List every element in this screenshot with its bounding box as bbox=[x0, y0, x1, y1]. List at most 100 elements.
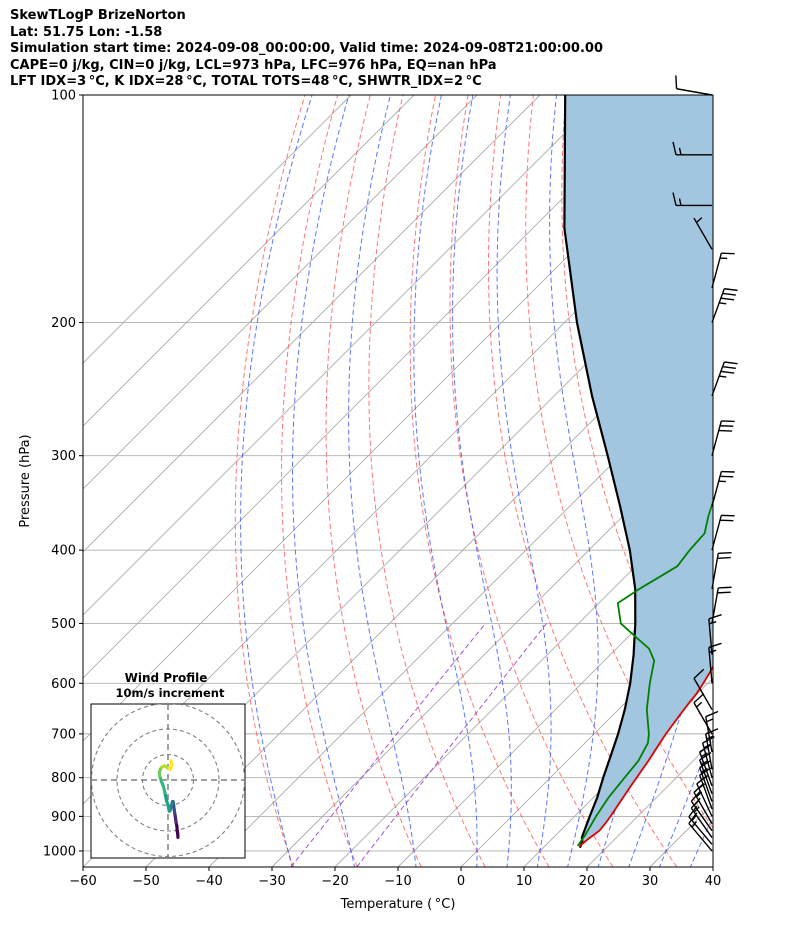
barb-half-flag bbox=[701, 752, 708, 758]
barb-staff bbox=[690, 807, 713, 838]
mixing-ratio-line bbox=[290, 623, 486, 867]
x-tick-label: 30 bbox=[642, 874, 659, 889]
cape-area bbox=[564, 95, 713, 846]
barb-staff bbox=[708, 618, 713, 655]
y-tick-label: 900 bbox=[51, 810, 76, 825]
isotherm-line bbox=[460, 614, 713, 867]
isotherm-line bbox=[83, 95, 541, 553]
wind-barb bbox=[711, 288, 738, 323]
x-tick-label: 0 bbox=[457, 874, 465, 889]
barb-staff bbox=[708, 647, 713, 684]
y-tick-label: 800 bbox=[51, 771, 76, 786]
barb-staff bbox=[711, 471, 722, 507]
y-tick-label: 600 bbox=[51, 677, 76, 692]
moist-adiabat bbox=[549, 95, 599, 867]
barb-staff bbox=[711, 553, 719, 589]
isotherm-line bbox=[145, 299, 713, 867]
x-tick-label: 20 bbox=[579, 874, 596, 889]
y-tick-label: 500 bbox=[51, 617, 76, 632]
axes: −60 −50 −40 −30 −20 −10 0 10 20 30 40 1000 900 800 700… bbox=[43, 89, 721, 890]
barb-half-flag bbox=[719, 302, 727, 305]
hodograph bbox=[91, 704, 245, 858]
barb-half-flag bbox=[678, 198, 682, 206]
mixing-ratio-line bbox=[356, 623, 547, 867]
barb-flag bbox=[724, 288, 738, 292]
barb-half-flag bbox=[706, 718, 714, 723]
x-tick-label: 10 bbox=[516, 874, 533, 889]
wind-barb bbox=[711, 361, 738, 397]
x-tick-label: −50 bbox=[132, 874, 159, 889]
hodograph-subtitle: 10m/s increment bbox=[116, 686, 225, 700]
wind-barb bbox=[693, 217, 713, 250]
barb-staff bbox=[688, 822, 713, 852]
isotherm-line bbox=[83, 95, 352, 364]
barb-flag bbox=[724, 361, 738, 365]
barb-flag bbox=[722, 292, 736, 296]
y-tick-label: 1000 bbox=[43, 844, 76, 859]
isotherm-line bbox=[83, 95, 604, 616]
wind-barb bbox=[702, 736, 715, 778]
dry-adiabat bbox=[325, 95, 422, 867]
wind-barb bbox=[705, 710, 719, 753]
barb-half-flag bbox=[709, 649, 717, 654]
title-station: SkewTLogP BrizeNorton bbox=[10, 8, 186, 23]
barb-half-flag bbox=[719, 375, 727, 378]
hodograph-segment bbox=[169, 759, 174, 767]
barb-flag bbox=[672, 192, 677, 206]
barb-half-flag bbox=[703, 743, 711, 749]
barb-flag bbox=[718, 551, 732, 555]
isotherm-line bbox=[334, 488, 713, 867]
barb-flag bbox=[717, 591, 731, 594]
wind-barb bbox=[693, 693, 713, 735]
dewpoint-line bbox=[576, 499, 713, 847]
barb-flag bbox=[705, 728, 719, 735]
barb-flag bbox=[720, 297, 735, 301]
hodograph-title: Wind Profile bbox=[125, 671, 208, 685]
title-location: Lat: 51.75 Lon: -1.58 bbox=[10, 24, 163, 40]
wind-barb bbox=[711, 514, 735, 551]
parcel-profile-line bbox=[563, 95, 637, 849]
dry-adiabat bbox=[729, 95, 794, 867]
barb-half-flag bbox=[701, 760, 708, 766]
barb-flag bbox=[672, 141, 677, 156]
barb-staff bbox=[702, 742, 713, 778]
x-axis-label: Temperature ( °C) bbox=[340, 897, 456, 912]
y-tick-label: 100 bbox=[51, 89, 76, 104]
temperature-line bbox=[579, 664, 713, 847]
barb-half-flag bbox=[678, 147, 682, 156]
x-tick-label: −20 bbox=[321, 874, 348, 889]
wind-barb bbox=[711, 586, 732, 624]
title-indices-2: LFT IDX=3 °C, K IDX=28 °C, TOTAL TOTS=48… bbox=[10, 74, 482, 90]
wind-barb bbox=[693, 668, 713, 710]
x-tick-label: −40 bbox=[195, 874, 222, 889]
barb-flag bbox=[693, 693, 705, 704]
dry-adiabat bbox=[525, 95, 713, 830]
barb-flag bbox=[718, 586, 732, 589]
barb-half-flag bbox=[696, 701, 703, 708]
barb-flag bbox=[675, 75, 678, 89]
moist-adiabat bbox=[452, 95, 512, 867]
barb-staff bbox=[690, 800, 713, 832]
barb-staff bbox=[676, 88, 713, 96]
dry-adiabat bbox=[488, 95, 678, 867]
dry-adiabat bbox=[368, 95, 486, 867]
moist-adiabat bbox=[292, 95, 356, 867]
y-axis-label: Pressure (hPa) bbox=[18, 434, 33, 527]
barb-staff bbox=[693, 792, 713, 824]
isotherm-line bbox=[397, 551, 713, 867]
wind-barb bbox=[711, 420, 735, 456]
y-tick-label: 400 bbox=[51, 544, 76, 559]
barb-flag bbox=[717, 556, 731, 559]
dry-adiabat bbox=[409, 95, 550, 867]
barb-flag bbox=[720, 370, 735, 374]
moist-adiabat bbox=[348, 95, 417, 867]
wind-barb bbox=[711, 551, 732, 589]
title-times: Simulation start time: 2024-09-08_00:00:… bbox=[10, 41, 603, 57]
barb-staff bbox=[705, 733, 713, 770]
barb-flag bbox=[705, 710, 719, 718]
barb-staff bbox=[711, 515, 722, 551]
dry-adiabat bbox=[449, 95, 614, 867]
wind-barb bbox=[675, 75, 713, 96]
title-indices-1: CAPE=0 j/kg, CIN=0 j/kg, LCL=973 hPa, LF… bbox=[10, 57, 497, 73]
